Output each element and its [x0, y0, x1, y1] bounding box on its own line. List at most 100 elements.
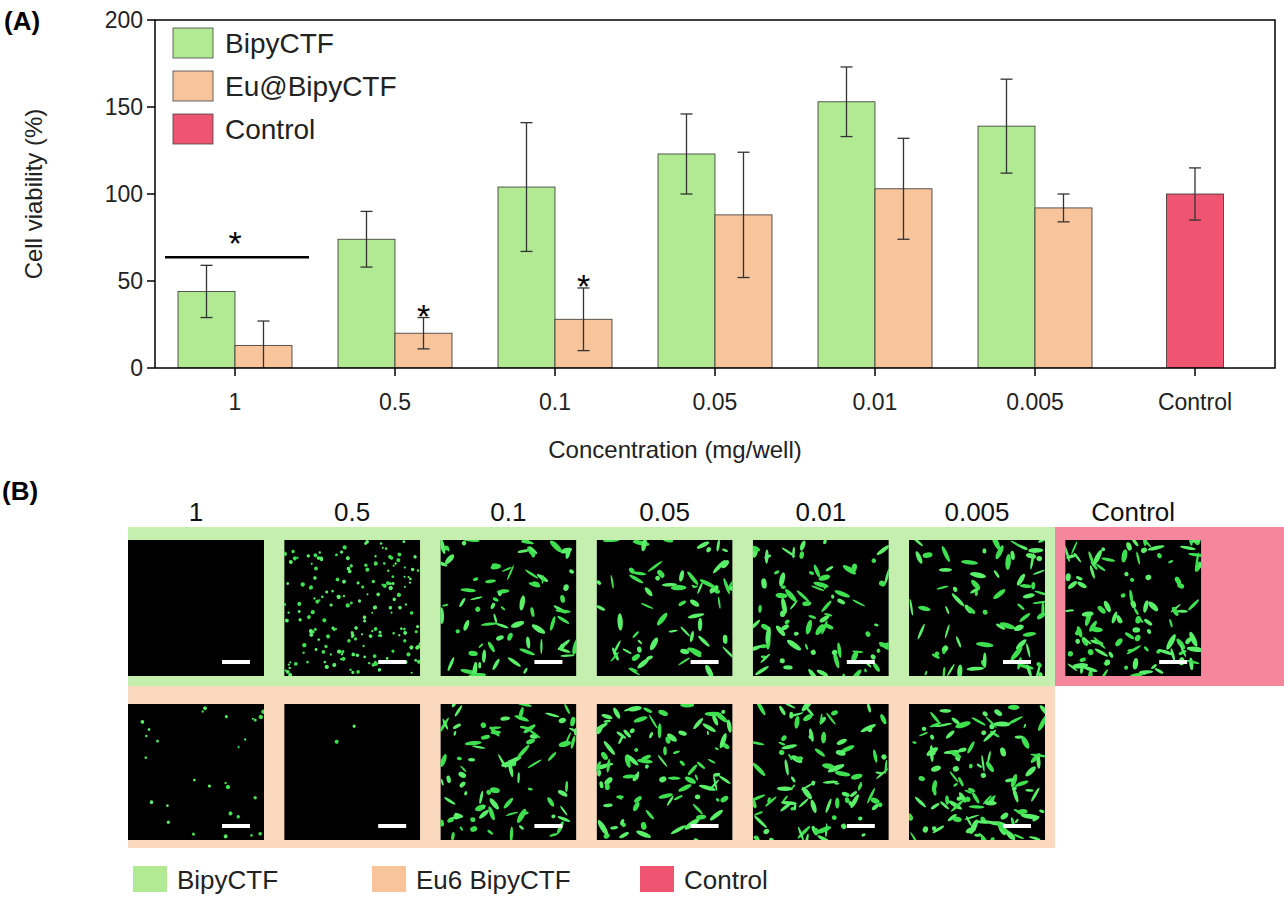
cell: [654, 575, 661, 582]
x-tick: [394, 368, 396, 376]
cell: [1157, 648, 1174, 657]
error-cap: [841, 66, 853, 67]
cell: [457, 756, 463, 760]
cell: [1004, 829, 1016, 840]
cell: [192, 832, 196, 836]
x-tick-label: Control: [1158, 389, 1232, 415]
error-cap: [1001, 79, 1013, 80]
cell: [563, 584, 570, 592]
cell: [666, 795, 674, 806]
cell: [970, 578, 982, 591]
cell: [313, 576, 317, 580]
micrograph: [128, 704, 264, 840]
cell: [793, 804, 796, 811]
cell: [794, 716, 801, 729]
cell: [560, 654, 574, 657]
cell: [416, 569, 419, 572]
cell: [458, 780, 466, 788]
cell: [1126, 644, 1142, 655]
error-cap: [898, 138, 910, 139]
cell: [939, 709, 951, 713]
cell: [472, 745, 486, 750]
cell: [702, 722, 717, 734]
cell: [557, 638, 571, 651]
legend-swatch: [173, 114, 213, 144]
cell: [763, 828, 771, 835]
cell: [942, 667, 945, 676]
cell: [624, 708, 632, 713]
cell: [1140, 540, 1152, 548]
cell: [349, 601, 353, 605]
cell: [389, 582, 393, 586]
scale-bar: [378, 660, 406, 664]
cell: [1188, 552, 1201, 557]
cell: [860, 723, 877, 734]
cell: [362, 644, 365, 647]
cell: [781, 743, 798, 750]
cell: [549, 616, 557, 631]
column-label: 0.01: [795, 497, 846, 527]
cell: [784, 759, 790, 776]
cell: [619, 819, 625, 826]
cell: [394, 562, 397, 565]
cell: [336, 594, 341, 599]
scale-bar: [1003, 824, 1031, 828]
cell: [1079, 657, 1086, 663]
panel-label: (A): [4, 6, 40, 36]
cell: [961, 559, 978, 565]
y-tick: [147, 367, 155, 369]
cell: [166, 820, 171, 825]
cell: [934, 651, 939, 656]
cell: [940, 545, 951, 563]
error-cap: [1001, 172, 1013, 173]
cell: [1065, 573, 1071, 581]
cell: [440, 819, 444, 827]
cell: [510, 620, 525, 630]
cell: [610, 575, 614, 589]
cell: [931, 780, 938, 793]
cell: [783, 665, 792, 669]
cell: [402, 639, 407, 644]
cell: [810, 649, 817, 656]
cell: [836, 598, 846, 606]
cell: [992, 588, 1007, 601]
cell: [789, 712, 804, 718]
cell: [454, 812, 464, 818]
cell: [1017, 603, 1026, 611]
cell: [403, 630, 408, 635]
cell: [1105, 659, 1111, 665]
error-cap: [361, 211, 373, 212]
cell: [334, 627, 337, 630]
cell: [754, 665, 769, 676]
cell: [376, 592, 381, 597]
cell: [993, 570, 1000, 579]
cell: [800, 786, 814, 801]
cell: [603, 803, 613, 807]
cell: [600, 751, 609, 761]
cell: [407, 576, 409, 578]
scale-bar: [222, 660, 250, 664]
cell: [530, 607, 536, 617]
cell: [969, 805, 985, 809]
cell: [462, 619, 470, 631]
cell: [644, 764, 650, 770]
cell: [502, 566, 512, 572]
cell: [387, 569, 390, 572]
cell: [465, 740, 482, 746]
cell: [692, 803, 704, 815]
micrograph-bg: [753, 704, 889, 840]
cell: [917, 623, 926, 640]
cell: [969, 764, 973, 769]
cell: [482, 649, 487, 663]
cell: [711, 714, 719, 726]
cell: [418, 642, 420, 646]
cell: [406, 652, 412, 658]
cell: [1008, 705, 1020, 711]
cell: [485, 579, 496, 584]
cell: [670, 824, 687, 836]
cell: [831, 594, 834, 599]
cell: [411, 568, 415, 572]
cell: [814, 747, 826, 758]
cell: [1087, 648, 1094, 656]
cell: [372, 580, 376, 584]
